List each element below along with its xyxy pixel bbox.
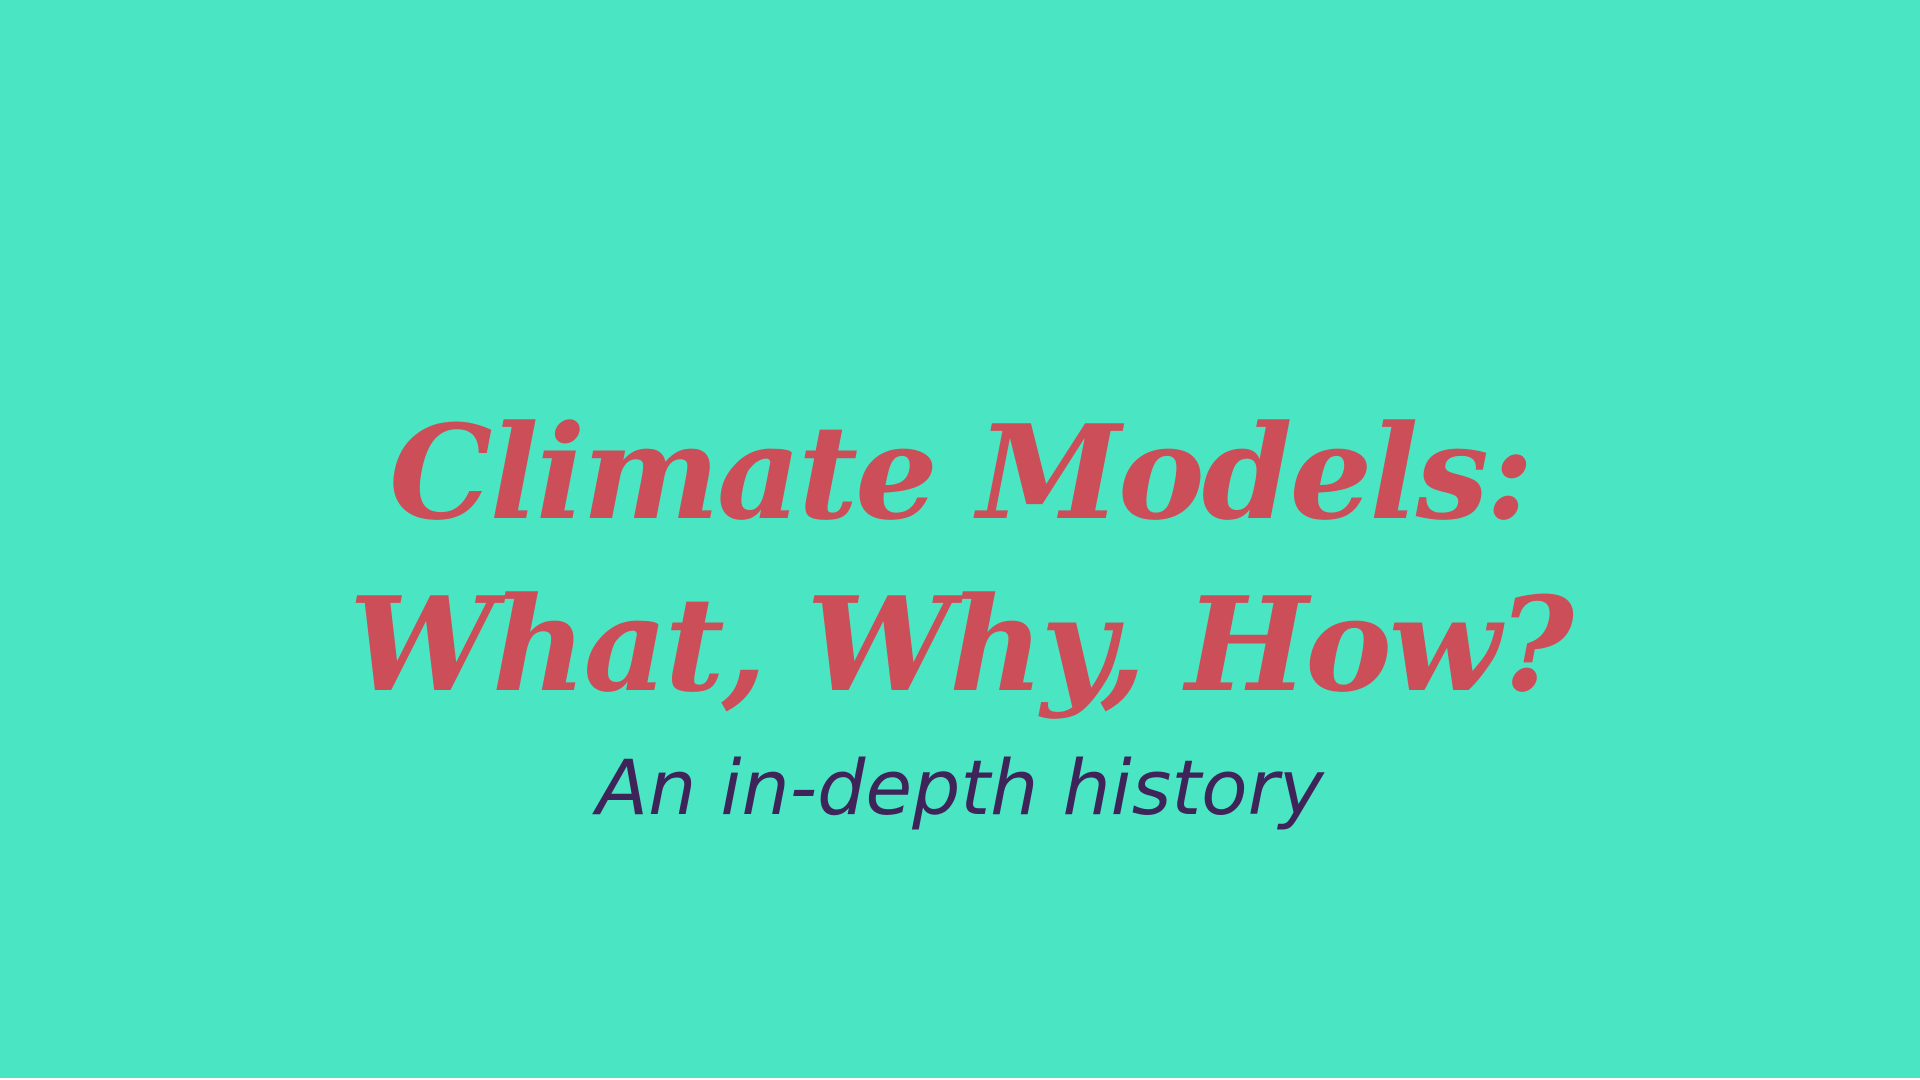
slide-subtitle: An in-depth history xyxy=(596,743,1324,832)
slide-title-line-2: What, Why, How? xyxy=(348,568,1574,721)
slide-title-line-1: Climate Models: xyxy=(389,396,1534,549)
